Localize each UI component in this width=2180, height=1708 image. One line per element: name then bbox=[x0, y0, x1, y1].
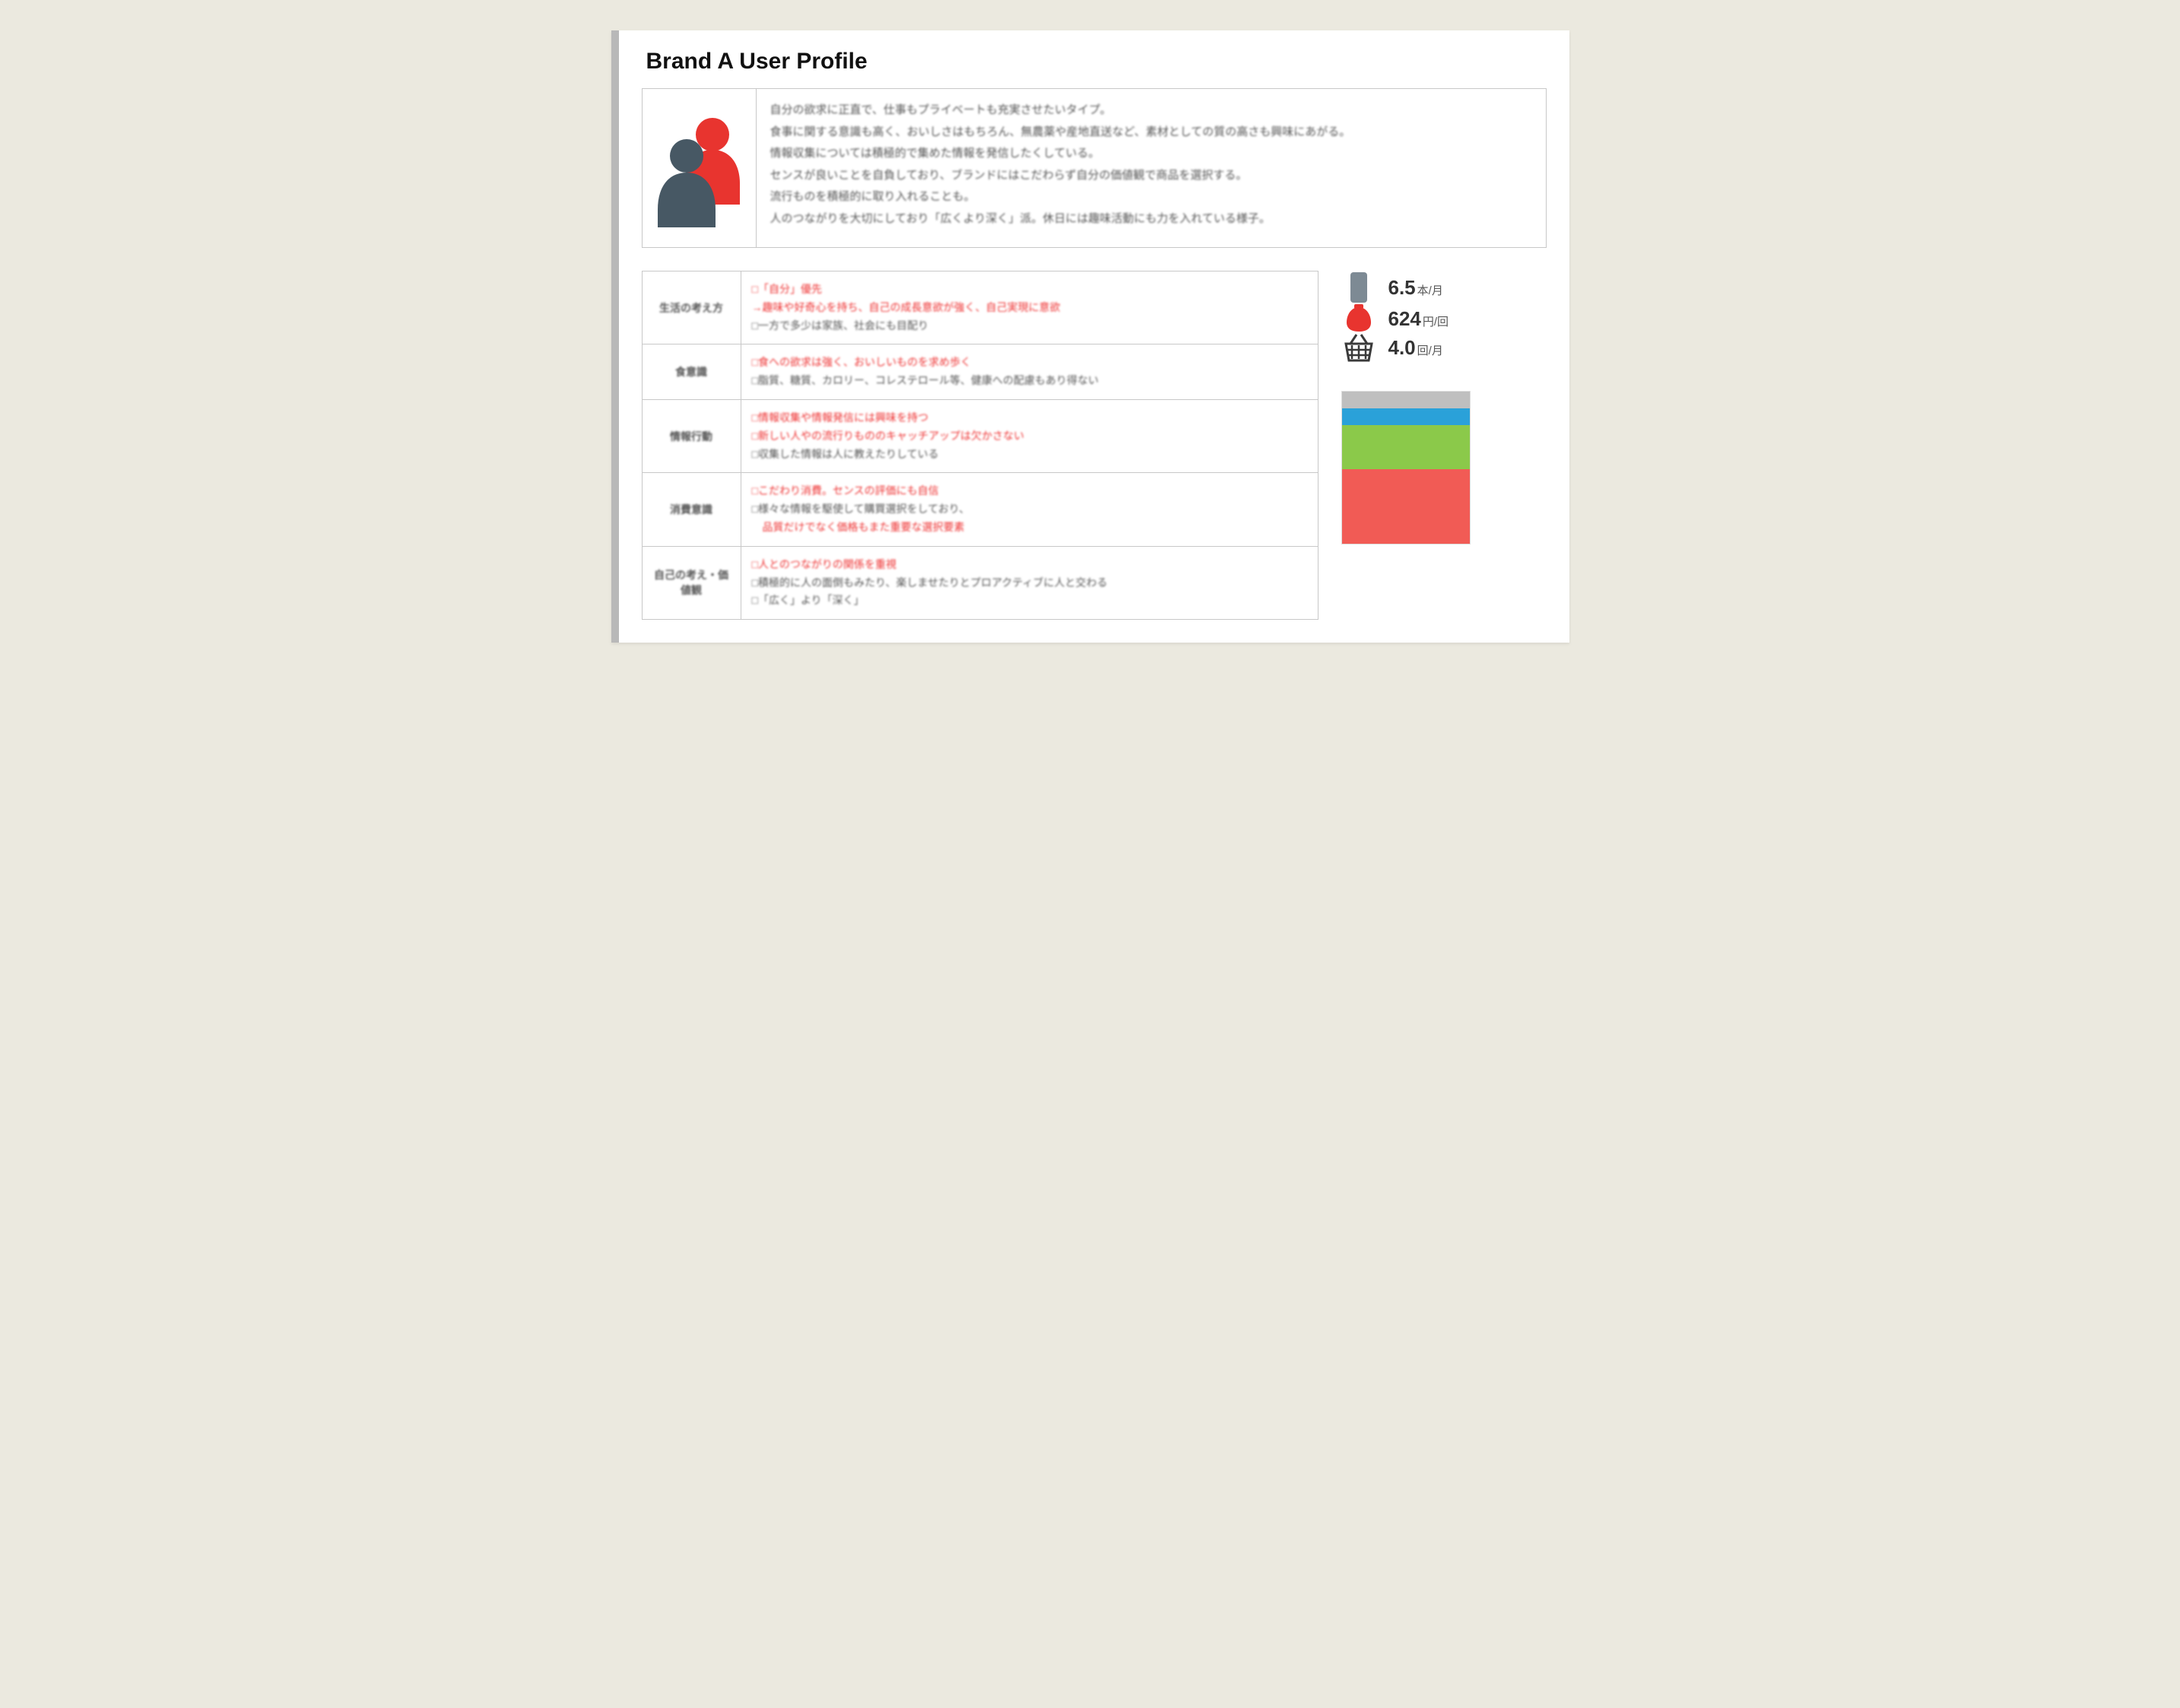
basket-icon bbox=[1343, 333, 1375, 362]
lower-section: 生活の考え方□「自分」優先→趣味や好奇心を持ち、自己の成長意欲が強く、自己実現に… bbox=[642, 271, 1547, 620]
summary-line: センスが良いことを自負しており、ブランドにはこだわらず自分の価値観で商品を選択す… bbox=[770, 165, 1532, 187]
side-panel: 6.5本/月 624円/回 4.0回/月 bbox=[1341, 271, 1547, 544]
persona-icon-cell bbox=[643, 89, 757, 247]
attr-desc: □こだわり消費。センスの評価にも自信□様々な情報を駆使して購買選択をしており、 … bbox=[741, 473, 1318, 546]
pouch-icon bbox=[1344, 304, 1374, 333]
metric-icon bbox=[1341, 304, 1376, 333]
person-front-icon bbox=[653, 138, 720, 227]
metric-value: 4.0回/月 bbox=[1388, 336, 1443, 360]
metric-icon bbox=[1341, 333, 1376, 362]
attr-desc: □人とのつながりの関係を重視□積極的に人の面倒もみたり、楽しませたりとプロアクテ… bbox=[741, 546, 1318, 619]
attr-label: 自己の考え・価値観 bbox=[642, 546, 741, 619]
stack-segment bbox=[1342, 408, 1470, 425]
stack-segment bbox=[1342, 425, 1470, 469]
phone-icon bbox=[1349, 271, 1369, 304]
table-row: 消費意識□こだわり消費。センスの評価にも自信□様々な情報を駆使して購買選択をして… bbox=[642, 473, 1318, 546]
attribute-table: 生活の考え方□「自分」優先→趣味や好奇心を持ち、自己の成長意欲が強く、自己実現に… bbox=[642, 271, 1318, 620]
metric-row: 624円/回 bbox=[1341, 304, 1547, 333]
summary-line: 人のつながりを大切にしており「広くより深く」派。休日には趣味活動にも力を入れてい… bbox=[770, 208, 1532, 230]
table-row: 自己の考え・価値観□人とのつながりの関係を重視□積極的に人の面倒もみたり、楽しま… bbox=[642, 546, 1318, 619]
stack-segment bbox=[1342, 392, 1470, 408]
summary-line: 自分の欲求に正直で、仕事もプライベートも充実させたいタイプ。 bbox=[770, 100, 1532, 122]
metric-value: 6.5本/月 bbox=[1388, 276, 1443, 300]
summary-line: 食事に関する意識も高く、おいしさはもちろん、無農薬や産地直送など、素材としての質… bbox=[770, 122, 1532, 144]
attr-label: 食意識 bbox=[642, 344, 741, 400]
metric-icon bbox=[1341, 271, 1376, 304]
table-row: 生活の考え方□「自分」優先→趣味や好奇心を持ち、自己の成長意欲が強く、自己実現に… bbox=[642, 271, 1318, 344]
summary-text: 自分の欲求に正直で、仕事もプライベートも充実させたいタイプ。食事に関する意識も高… bbox=[757, 89, 1546, 247]
attr-label: 生活の考え方 bbox=[642, 271, 741, 344]
attr-label: 情報行動 bbox=[642, 399, 741, 472]
attr-label: 消費意識 bbox=[642, 473, 741, 546]
metric-row: 4.0回/月 bbox=[1341, 333, 1547, 362]
table-row: 食意識□食への欲求は強く、おいしいものを求め歩く□脂質、糖質、カロリー、コレステ… bbox=[642, 344, 1318, 400]
metric-row: 6.5本/月 bbox=[1341, 271, 1547, 304]
persona-people-icon bbox=[653, 115, 744, 221]
summary-box: 自分の欲求に正直で、仕事もプライベートも充実させたいタイプ。食事に関する意識も高… bbox=[642, 88, 1547, 248]
metric-value: 624円/回 bbox=[1388, 307, 1449, 331]
summary-line: 流行ものを積極的に取り入れることも。 bbox=[770, 186, 1532, 208]
profile-card: Brand A User Profile 自分 bbox=[611, 30, 1569, 643]
attr-desc: □「自分」優先→趣味や好奇心を持ち、自己の成長意欲が強く、自己実現に意欲□一方で… bbox=[741, 271, 1318, 344]
attr-desc: □情報収集や情報発信には興味を持つ□新しい人やの流行りもののキャッチアップは欠か… bbox=[741, 399, 1318, 472]
stacked-bar-chart bbox=[1341, 391, 1471, 544]
page-title: Brand A User Profile bbox=[646, 49, 1547, 75]
summary-line: 情報収集については積極的で集めた情報を発信したくしている。 bbox=[770, 143, 1532, 165]
stack-segment bbox=[1342, 469, 1470, 544]
table-row: 情報行動□情報収集や情報発信には興味を持つ□新しい人やの流行りもののキャッチアッ… bbox=[642, 399, 1318, 472]
attr-desc: □食への欲求は強く、おいしいものを求め歩く□脂質、糖質、カロリー、コレステロール… bbox=[741, 344, 1318, 400]
